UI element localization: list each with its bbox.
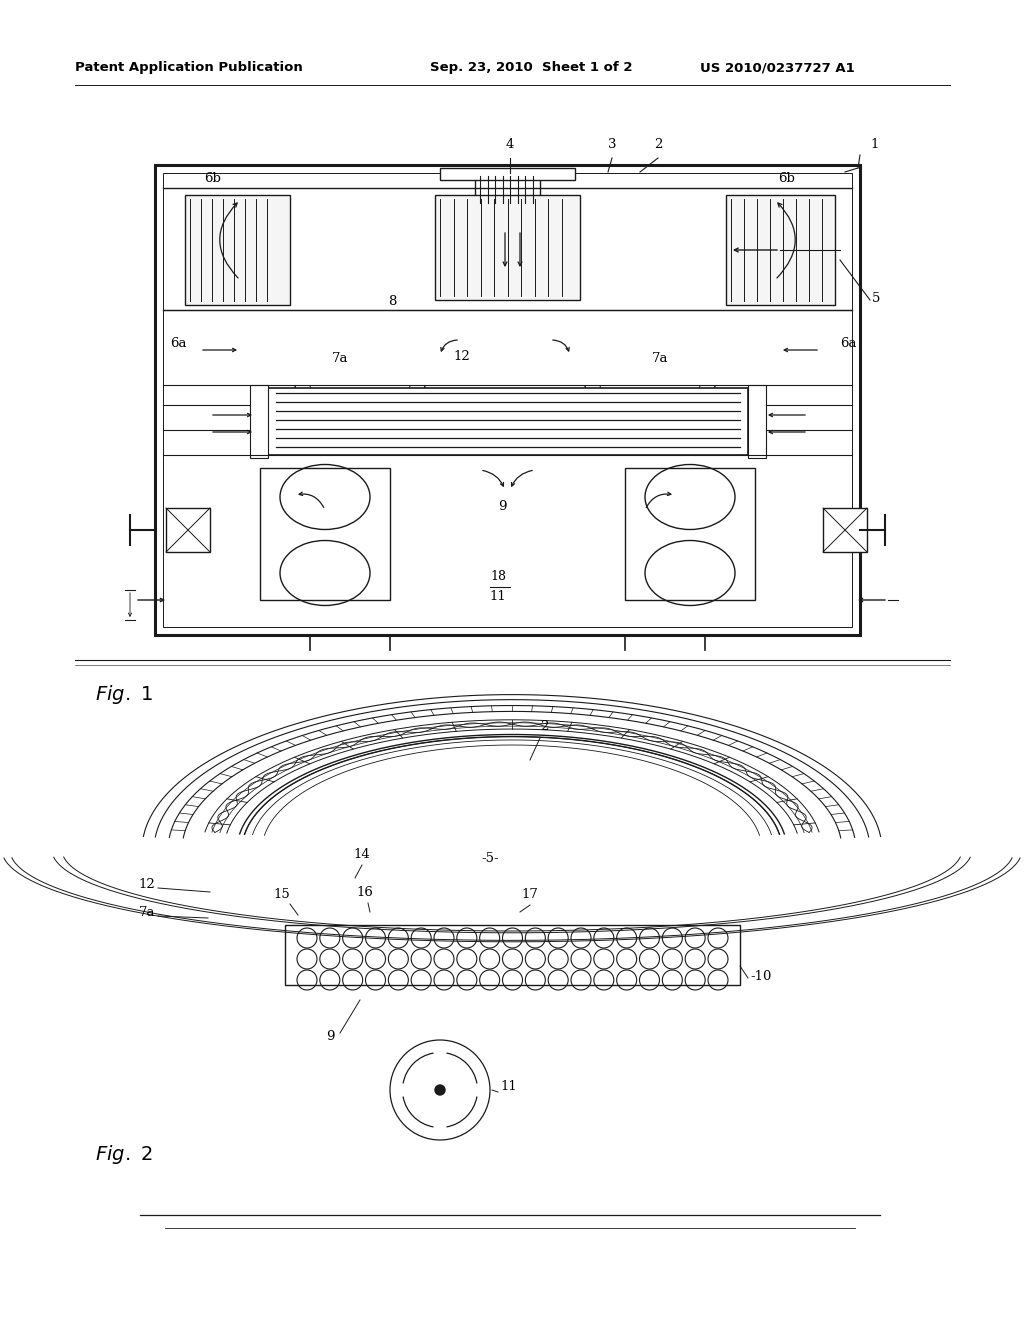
Bar <box>163 173 852 627</box>
Text: 15: 15 <box>273 888 291 902</box>
Bar <box>155 165 860 635</box>
Text: Patent Application Publication: Patent Application Publication <box>75 62 303 74</box>
Text: 7a: 7a <box>138 906 155 919</box>
Polygon shape <box>288 737 306 744</box>
Text: 11: 11 <box>489 590 507 603</box>
Text: -5-: -5- <box>481 851 499 865</box>
Text: 3: 3 <box>608 139 616 150</box>
Polygon shape <box>534 706 547 711</box>
Polygon shape <box>758 754 776 762</box>
Polygon shape <box>826 805 843 812</box>
Text: 2: 2 <box>653 139 663 150</box>
Polygon shape <box>453 708 467 713</box>
Polygon shape <box>186 799 203 805</box>
Bar <box>166 508 210 552</box>
Text: $\mathit{Fig.\ 2}$: $\mathit{Fig.\ 2}$ <box>95 1143 153 1167</box>
Polygon shape <box>648 718 665 726</box>
Polygon shape <box>175 816 191 821</box>
Polygon shape <box>782 767 801 775</box>
Text: Sep. 23, 2010  Sheet 1 of 2: Sep. 23, 2010 Sheet 1 of 2 <box>430 62 633 74</box>
Bar <box>823 508 867 552</box>
Bar <box>260 469 390 601</box>
Polygon shape <box>803 781 821 789</box>
Polygon shape <box>592 710 607 717</box>
Polygon shape <box>836 822 852 829</box>
Text: 7a: 7a <box>651 352 669 366</box>
Text: 1: 1 <box>870 139 879 150</box>
Bar <box>250 385 268 458</box>
Polygon shape <box>494 706 506 711</box>
Text: 8: 8 <box>388 294 396 308</box>
Polygon shape <box>473 706 486 713</box>
Bar <box>625 469 755 601</box>
Bar <box>726 195 835 305</box>
Polygon shape <box>304 731 322 739</box>
Bar <box>748 385 766 458</box>
Text: 14: 14 <box>353 847 371 861</box>
Polygon shape <box>630 715 646 722</box>
Polygon shape <box>393 713 410 719</box>
Polygon shape <box>433 709 447 715</box>
Polygon shape <box>812 789 829 796</box>
Polygon shape <box>272 743 291 750</box>
Text: 2: 2 <box>540 719 549 733</box>
Circle shape <box>435 1085 445 1096</box>
Polygon shape <box>666 722 683 730</box>
Text: 7a: 7a <box>332 352 348 366</box>
Polygon shape <box>338 723 355 730</box>
Text: 16: 16 <box>356 886 374 899</box>
Text: -10: -10 <box>750 970 771 983</box>
Polygon shape <box>819 797 837 804</box>
Bar <box>475 173 540 209</box>
Polygon shape <box>553 706 567 713</box>
Text: 11: 11 <box>500 1080 517 1093</box>
Text: 9: 9 <box>498 500 506 513</box>
Polygon shape <box>172 824 187 830</box>
Polygon shape <box>221 768 240 776</box>
Polygon shape <box>831 814 848 820</box>
Text: 12: 12 <box>138 878 155 891</box>
Bar <box>440 168 575 180</box>
Polygon shape <box>194 791 211 799</box>
Polygon shape <box>699 731 717 739</box>
Polygon shape <box>321 727 338 735</box>
Polygon shape <box>180 807 197 813</box>
Text: US 2010/0237727 A1: US 2010/0237727 A1 <box>700 62 855 74</box>
Text: 17: 17 <box>521 888 539 902</box>
Text: 18: 18 <box>490 570 506 583</box>
Text: 12: 12 <box>454 350 470 363</box>
Polygon shape <box>744 747 763 755</box>
Text: 6a: 6a <box>840 337 856 350</box>
Text: 9: 9 <box>326 1030 334 1043</box>
Polygon shape <box>202 783 219 791</box>
Bar <box>268 388 748 455</box>
Polygon shape <box>572 708 588 714</box>
Polygon shape <box>356 719 373 726</box>
Polygon shape <box>794 775 811 781</box>
Polygon shape <box>258 748 276 756</box>
Polygon shape <box>683 726 700 734</box>
Polygon shape <box>375 715 391 723</box>
Bar <box>435 195 580 300</box>
Polygon shape <box>413 710 428 717</box>
Polygon shape <box>730 742 749 750</box>
Polygon shape <box>771 760 790 768</box>
Bar <box>285 925 740 985</box>
Bar <box>185 195 290 305</box>
Polygon shape <box>245 755 263 763</box>
Polygon shape <box>232 762 251 770</box>
Text: 6b: 6b <box>778 172 795 185</box>
Polygon shape <box>715 737 733 744</box>
Polygon shape <box>611 713 627 719</box>
Polygon shape <box>514 705 526 711</box>
Polygon shape <box>211 776 229 783</box>
Text: 5: 5 <box>872 292 881 305</box>
Text: 6b: 6b <box>204 172 221 185</box>
Text: 4: 4 <box>506 139 514 150</box>
Text: 6a: 6a <box>170 337 186 350</box>
Text: $\mathit{Fig.\ 1}$: $\mathit{Fig.\ 1}$ <box>95 684 153 706</box>
